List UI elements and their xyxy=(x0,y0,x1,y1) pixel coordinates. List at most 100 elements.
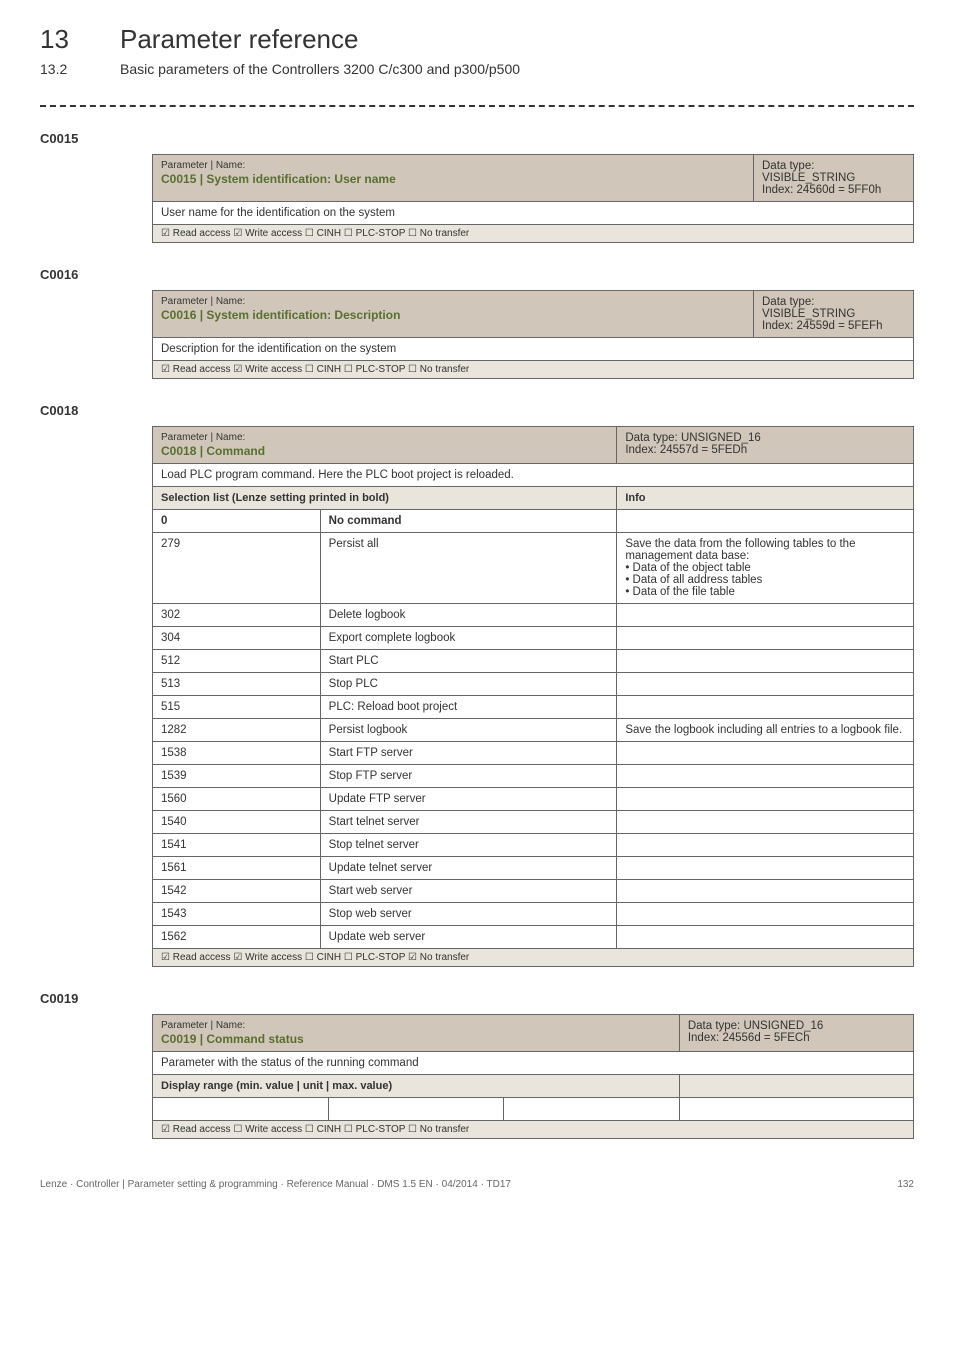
table-header-left: Parameter | Name: C0016 | System identif… xyxy=(153,291,754,338)
selection-number: 1562 xyxy=(153,926,321,949)
selection-number: 513 xyxy=(153,673,321,696)
selection-label: Delete logbook xyxy=(320,604,617,627)
selection-label: Update web server xyxy=(320,926,617,949)
selection-info xyxy=(617,510,914,533)
range-min xyxy=(153,1098,329,1121)
param-title: C0016 | System identification: Descripti… xyxy=(161,308,400,322)
selection-label: Stop web server xyxy=(320,903,617,926)
access-row: ☑ Read access ☑ Write access ☐ CINH ☐ PL… xyxy=(153,361,914,379)
selection-list-header: Selection list (Lenze setting printed in… xyxy=(153,487,617,510)
empty-header xyxy=(679,1075,913,1098)
param-name-label: Parameter | Name: xyxy=(161,432,608,443)
param-description: Load PLC program command. Here the PLC b… xyxy=(153,464,914,487)
selection-info xyxy=(617,765,914,788)
selection-info xyxy=(617,834,914,857)
chapter-title: Parameter reference xyxy=(120,24,358,55)
access-row: ☑ Read access ☐ Write access ☐ CINH ☐ PL… xyxy=(153,1121,914,1139)
param-table-c0018: Parameter | Name: C0018 | Command Data t… xyxy=(152,426,914,967)
info-header: Info xyxy=(617,487,914,510)
section-title: Basic parameters of the Controllers 3200… xyxy=(120,61,520,77)
datatype: Data type: UNSIGNED_16 xyxy=(688,1020,824,1032)
selection-number: 515 xyxy=(153,696,321,719)
selection-label: Export complete logbook xyxy=(320,627,617,650)
param-title: C0018 | Command xyxy=(161,444,265,458)
selection-info xyxy=(617,627,914,650)
selection-label: Stop telnet server xyxy=(320,834,617,857)
selection-info xyxy=(617,880,914,903)
table-header-right: Data type: VISIBLE_STRING Index: 24560d … xyxy=(754,155,914,202)
param-title: C0015 | System identification: User name xyxy=(161,172,396,186)
selection-info xyxy=(617,926,914,949)
selection-number: 279 xyxy=(153,533,321,604)
selection-info: Save the logbook including all entries t… xyxy=(617,719,914,742)
param-table-c0019: Parameter | Name: C0019 | Command status… xyxy=(152,1014,914,1139)
access-row: ☑ Read access ☑ Write access ☐ CINH ☐ PL… xyxy=(153,225,914,243)
selection-info xyxy=(617,742,914,765)
selection-number: 512 xyxy=(153,650,321,673)
selection-label: Start PLC xyxy=(320,650,617,673)
selection-number: 1538 xyxy=(153,742,321,765)
selection-label: Stop FTP server xyxy=(320,765,617,788)
selection-label: Update FTP server xyxy=(320,788,617,811)
selection-number: 1561 xyxy=(153,857,321,880)
range-max xyxy=(504,1098,680,1121)
datatype: Data type: VISIBLE_STRING xyxy=(762,160,855,184)
param-description: Parameter with the status of the running… xyxy=(153,1052,914,1075)
selection-info xyxy=(617,673,914,696)
table-header-right: Data type: UNSIGNED_16 Index: 24556d = 5… xyxy=(679,1015,913,1052)
param-description: Description for the identification on th… xyxy=(153,338,914,361)
param-anchor-c0018: C0018 xyxy=(40,403,954,418)
param-anchor-c0016: C0016 xyxy=(40,267,954,282)
selection-number: 1543 xyxy=(153,903,321,926)
selection-number: 0 xyxy=(153,510,321,533)
param-table-c0015: Parameter | Name: C0015 | System identif… xyxy=(152,154,914,243)
table-header-right: Data type: VISIBLE_STRING Index: 24559d … xyxy=(754,291,914,338)
selection-info xyxy=(617,857,914,880)
datatype: Data type: VISIBLE_STRING xyxy=(762,296,855,320)
selection-info xyxy=(617,788,914,811)
selection-label: Persist all xyxy=(320,533,617,604)
footer-page-number: 132 xyxy=(897,1179,914,1190)
param-name-label: Parameter | Name: xyxy=(161,1020,671,1031)
selection-label: Stop PLC xyxy=(320,673,617,696)
param-anchor-c0015: C0015 xyxy=(40,131,954,146)
selection-label: Update telnet server xyxy=(320,857,617,880)
selection-label: Start FTP server xyxy=(320,742,617,765)
selection-info xyxy=(617,604,914,627)
selection-number: 1539 xyxy=(153,765,321,788)
table-header-left: Parameter | Name: C0018 | Command xyxy=(153,427,617,464)
selection-label: PLC: Reload boot project xyxy=(320,696,617,719)
index: Index: 24559d = 5FEFh xyxy=(762,320,883,332)
chapter-number: 13 xyxy=(40,24,88,55)
param-title: C0019 | Command status xyxy=(161,1032,304,1046)
section-number: 13.2 xyxy=(40,61,88,77)
selection-number: 1540 xyxy=(153,811,321,834)
selection-label: Start web server xyxy=(320,880,617,903)
param-anchor-c0019: C0019 xyxy=(40,991,954,1006)
access-row: ☑ Read access ☑ Write access ☐ CINH ☐ PL… xyxy=(153,949,914,967)
selection-label: Start telnet server xyxy=(320,811,617,834)
selection-label: No command xyxy=(320,510,617,533)
selection-number: 1541 xyxy=(153,834,321,857)
separator-dashed xyxy=(40,105,914,107)
selection-info xyxy=(617,650,914,673)
selection-info xyxy=(617,903,914,926)
selection-info xyxy=(617,696,914,719)
range-empty xyxy=(679,1098,913,1121)
table-header-left: Parameter | Name: C0019 | Command status xyxy=(153,1015,680,1052)
selection-number: 302 xyxy=(153,604,321,627)
selection-number: 1560 xyxy=(153,788,321,811)
datatype: Data type: UNSIGNED_16 xyxy=(625,432,761,444)
table-header-left: Parameter | Name: C0015 | System identif… xyxy=(153,155,754,202)
display-range-header: Display range (min. value | unit | max. … xyxy=(153,1075,680,1098)
param-name-label: Parameter | Name: xyxy=(161,160,745,171)
selection-info: Save the data from the following tables … xyxy=(617,533,914,604)
selection-number: 1282 xyxy=(153,719,321,742)
selection-label: Persist logbook xyxy=(320,719,617,742)
param-description: User name for the identification on the … xyxy=(153,202,914,225)
table-header-right: Data type: UNSIGNED_16 Index: 24557d = 5… xyxy=(617,427,914,464)
index: Index: 24556d = 5FECh xyxy=(688,1032,810,1044)
selection-number: 304 xyxy=(153,627,321,650)
selection-info xyxy=(617,811,914,834)
index: Index: 24560d = 5FF0h xyxy=(762,184,881,196)
